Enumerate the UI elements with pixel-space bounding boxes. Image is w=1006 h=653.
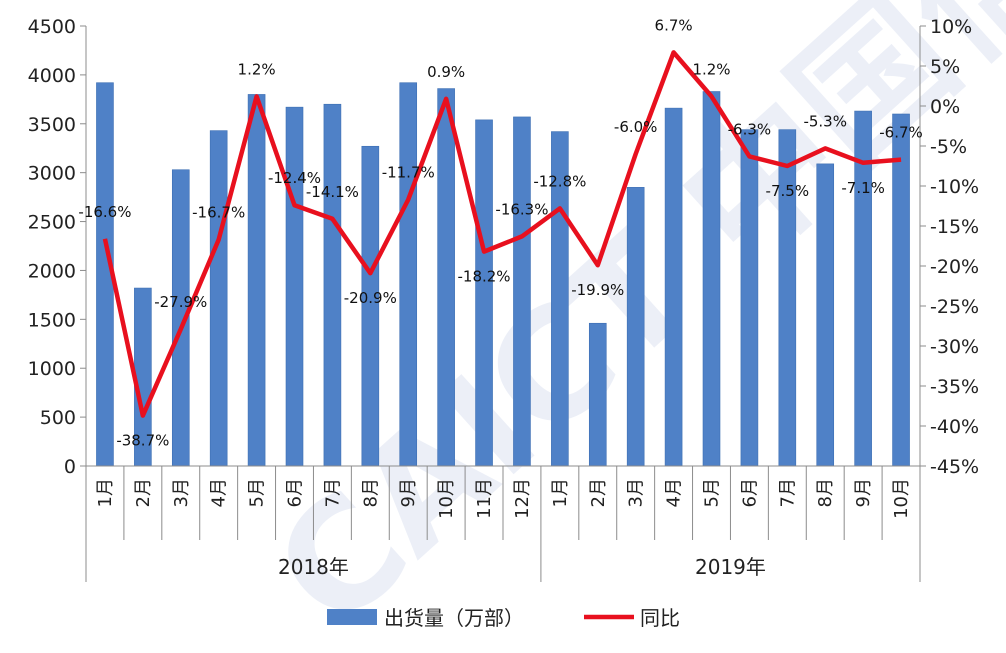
x-tick-label: 7月 (322, 478, 343, 507)
legend: 出货量（万部） 同比 (327, 606, 680, 630)
x-tick-label: 8月 (360, 478, 381, 507)
y-left-tick-label: 3500 (28, 114, 76, 136)
y-left-tick-label: 3000 (28, 163, 76, 185)
y-left-tick-label: 500 (40, 407, 76, 429)
yoy-data-label: 6.7% (655, 16, 693, 34)
x-tick-label: 4月 (664, 478, 685, 507)
bar-17 (702, 91, 721, 467)
y-left-tick-label: 1500 (28, 309, 76, 331)
yoy-data-label: -6.0% (614, 118, 658, 136)
x-tick-label: 11月 (474, 478, 495, 519)
yoy-data-label: -14.1% (306, 183, 359, 201)
x-tick-label: 9月 (853, 478, 874, 507)
yoy-data-label: -5.3% (803, 112, 847, 130)
bar-series (96, 82, 910, 467)
watermark: CAICT 中国信通院 (243, 0, 1006, 653)
line-series (102, 50, 902, 418)
yoy-data-label: -12.4% (268, 169, 321, 187)
x-tick-label: 1月 (95, 478, 116, 507)
bar-12 (513, 116, 531, 467)
data-labels: -16.6% -38.7% -27.9% -16.7% 1.2% -12.4%-14.1%… (78, 16, 922, 449)
y-right-tick-label: -15% (930, 216, 979, 238)
bar-5 (247, 94, 266, 467)
y-left-tick-label: 4500 (28, 16, 76, 38)
yoy-data-label: 1.2% (692, 60, 730, 78)
x-tick-label: 1月 (550, 478, 571, 507)
y-left-tick-label: 2000 (28, 260, 76, 282)
y-right-tick-label: 5% (930, 56, 960, 78)
watermark-text: CAICT 中国信通院 (243, 0, 1006, 653)
legend-line-label: 同比 (640, 606, 680, 630)
bar-18 (740, 129, 759, 467)
x-tick-label: 3月 (626, 478, 647, 507)
x-tick-label: 10月 (436, 478, 457, 519)
y-right-tick-label: -40% (930, 416, 979, 438)
bar-10 (437, 88, 455, 467)
yoy-data-label: -20.9% (344, 289, 397, 307)
y-left-tick-label: 0 (64, 456, 76, 478)
x-tick-label: 6月 (739, 478, 760, 507)
yoy-data-label: -6.7% (879, 124, 923, 142)
yoy-data-label: -27.9% (154, 293, 207, 311)
yoy-data-label: -16.7% (192, 204, 245, 222)
y-right-tick-label: 0% (930, 96, 960, 118)
yoy-data-label: -11.7% (382, 164, 435, 182)
yoy-data-label: -18.2% (458, 268, 511, 286)
yoy-data-label: -12.8% (533, 172, 586, 190)
y-right-tick-label: -5% (930, 136, 967, 158)
bar-4 (209, 130, 228, 467)
y-right-tick-label: -25% (930, 296, 979, 318)
y-left-tick-label: 1000 (28, 358, 76, 380)
x-tick-label: 2月 (588, 478, 609, 507)
x-tick-label: 12月 (512, 478, 533, 519)
y-right-tick-label: -45% (930, 456, 979, 478)
bar-20 (816, 163, 835, 467)
y-left-tick-label: 2500 (28, 212, 76, 234)
yoy-data-label: -7.5% (766, 182, 810, 200)
bar-22 (892, 113, 910, 467)
bar-16 (664, 107, 683, 467)
y-right-tick-label: -35% (930, 376, 979, 398)
x-tick-label: 7月 (777, 478, 798, 507)
yoy-data-label: -6.3% (728, 120, 772, 138)
yoy-data-label: 0.9% (427, 63, 465, 81)
x-tick-label: 4月 (209, 478, 230, 507)
bar-15 (626, 187, 645, 467)
y-left-tick-label: 4000 (28, 65, 76, 87)
x-tick-label: 2月 (133, 478, 154, 507)
group-label-2: 2019年 (695, 555, 766, 579)
axes: 0 500 1000 1500 2000 2500 3000 3500 4000 4500 -45%… (28, 16, 979, 582)
y-right-tick-label: -30% (930, 336, 979, 358)
yoy-data-label: 1.2% (238, 60, 276, 78)
bar-19 (778, 129, 797, 467)
bar-9 (399, 82, 418, 467)
legend-bar-label: 出货量（万部） (384, 606, 524, 630)
yoy-data-label: -38.7% (116, 432, 169, 450)
x-tick-label: 3月 (171, 478, 192, 507)
yoy-line (102, 50, 902, 418)
group-label-1: 2018年 (278, 555, 349, 579)
yoy-data-label: -16.6% (78, 203, 131, 221)
yoy-data-label: -7.1% (841, 179, 885, 197)
x-tick-label: 6月 (285, 478, 306, 507)
legend-bar-swatch (327, 609, 377, 625)
x-tick-label: 9月 (398, 478, 419, 507)
y-right-tick-label: -20% (930, 256, 979, 278)
bar-7 (323, 103, 342, 467)
yoy-data-label: -16.3% (495, 200, 548, 218)
bar-11 (475, 119, 493, 467)
x-tick-label: 5月 (247, 478, 268, 507)
bar-14 (588, 322, 607, 467)
x-tick-label: 8月 (815, 478, 836, 507)
y-right-tick-label: -10% (930, 176, 979, 198)
x-tick-label: 5月 (702, 478, 723, 507)
bar-6 (285, 106, 304, 467)
x-tick-label: 10月 (891, 478, 912, 519)
yoy-data-label: -19.9% (571, 281, 624, 299)
y-right-tick-label: 10% (930, 16, 972, 38)
